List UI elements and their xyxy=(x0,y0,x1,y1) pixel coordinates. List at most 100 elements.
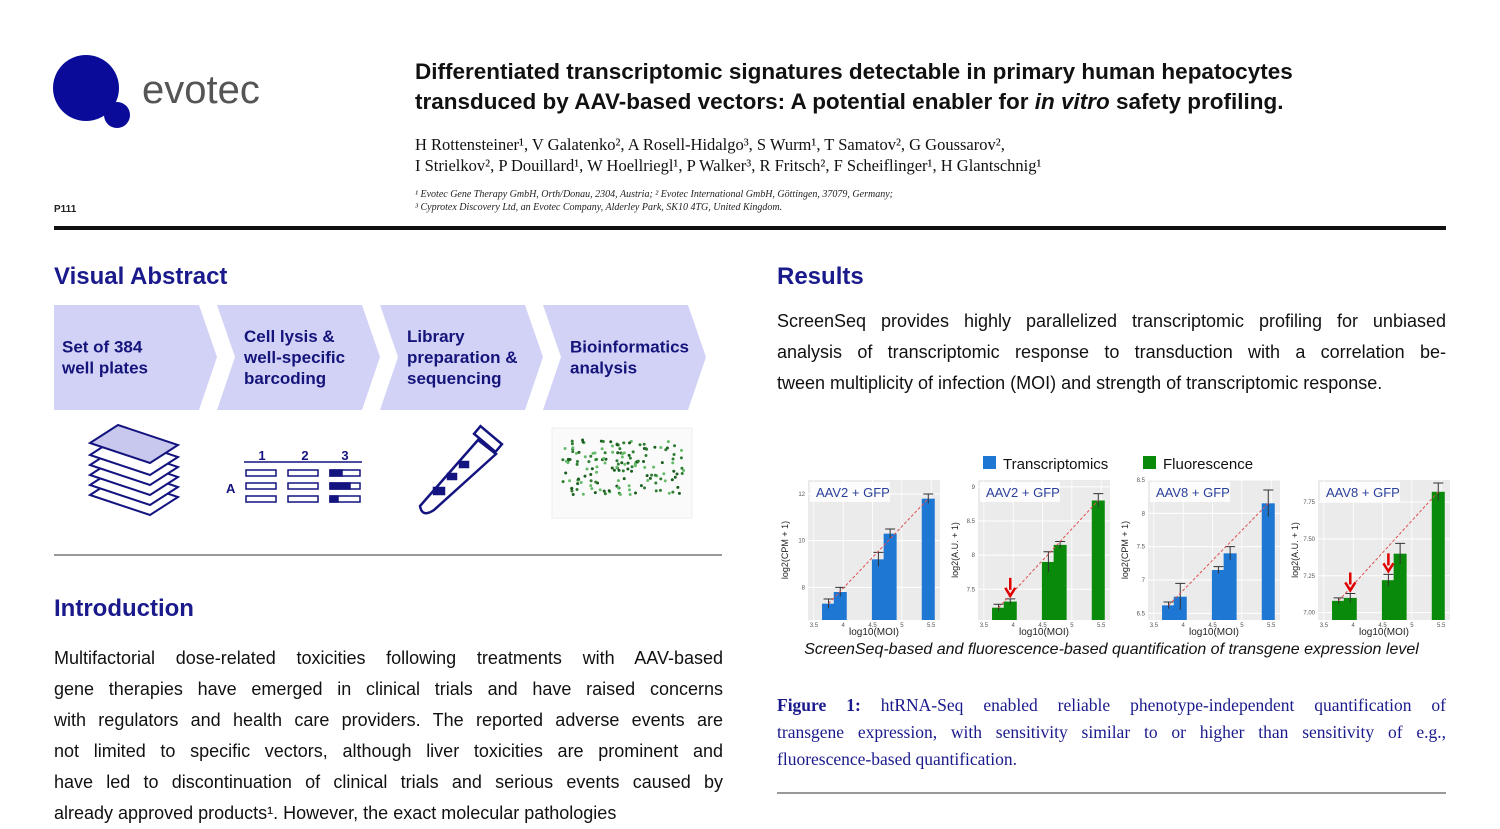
bar xyxy=(883,533,897,620)
thumbnail-dot xyxy=(639,484,643,488)
x-tick-label: 4.5 xyxy=(1038,623,1047,629)
figure-1: Transcriptomics Fluorescence 8 10 12 3.5 4 4.5 5… xyxy=(780,456,1450,638)
thumbnail-dot xyxy=(642,446,646,450)
thumbnail-dot xyxy=(676,485,680,489)
thumbnail-dot xyxy=(642,442,646,446)
step-label: sequencing xyxy=(407,369,501,388)
thumbnail-dot xyxy=(594,480,598,484)
thumbnail-dot xyxy=(645,447,649,451)
panel-label-bg xyxy=(1320,482,1400,502)
thumbnail-dot xyxy=(566,457,570,461)
barcode-label: 3 xyxy=(341,448,348,463)
thumbnail-dot xyxy=(642,460,646,464)
y-tick-label: 7.5 xyxy=(967,587,976,593)
thumbnail-dot xyxy=(581,438,585,442)
thumbnail-dot xyxy=(570,442,574,446)
x-tick-label: 4 xyxy=(1182,623,1186,629)
thumbnail-dot xyxy=(682,469,686,473)
bar xyxy=(1003,601,1017,620)
step-label: Bioinformatics xyxy=(570,338,689,357)
thumbnail-dot xyxy=(590,467,594,471)
trend-line xyxy=(998,500,1099,609)
figure-caption: ScreenSeq-based and fluorescence-based q… xyxy=(804,641,1419,658)
thumbnail-dot xyxy=(621,469,625,473)
poster: evotec P111 Set of 384 well plates Cell ly… xyxy=(53,55,1450,823)
thumbnail-dot xyxy=(616,462,620,466)
thumbnail-dot xyxy=(577,450,581,454)
highlight-arrow xyxy=(1344,572,1357,593)
x-tick-label: 5 xyxy=(1410,623,1414,629)
error-bar xyxy=(1043,551,1054,573)
error-bar xyxy=(923,493,934,504)
tube-icon xyxy=(418,424,504,515)
x-axis-label: log10(MOI) xyxy=(849,627,899,638)
thumbnail-dot xyxy=(563,446,567,450)
title-line: transduced by AAV-based vectors: A poten… xyxy=(415,87,1293,117)
bar xyxy=(1162,605,1176,620)
process-step xyxy=(54,305,217,410)
results-text: ScreenSeq provides highly parallelized t… xyxy=(777,306,1446,399)
y-tick-label: 7.00 xyxy=(1303,611,1315,617)
step-label: Cell lysis & xyxy=(244,327,335,346)
text-line: fluorescence-based quantification. xyxy=(777,746,1446,773)
thumbnail-dot xyxy=(652,465,656,469)
thumbnail-dot xyxy=(589,484,593,488)
thumbnail-dot xyxy=(653,445,657,449)
logo-circle xyxy=(53,55,119,121)
text-line: already approved products¹. However, the… xyxy=(54,803,617,823)
thumbnail-dot xyxy=(570,439,574,443)
thumbnail-dot xyxy=(653,473,657,477)
thumbnail-dot xyxy=(658,488,662,492)
x-axis-label: log10(MOI) xyxy=(1359,627,1409,638)
legend-swatch xyxy=(983,456,996,469)
trend-line xyxy=(1168,502,1269,606)
y-tick-label: 9 xyxy=(972,485,976,491)
header-rule xyxy=(54,226,1446,230)
thumbnail-dot xyxy=(626,467,630,471)
error-bar xyxy=(993,603,1004,612)
x-tick-label: 4.5 xyxy=(1208,623,1217,629)
x-tick-label: 5 xyxy=(900,623,904,629)
thumbnail-dot xyxy=(620,455,624,459)
x-axis-label: log10(MOI) xyxy=(1189,627,1239,638)
text-line: with regulators and health care provider… xyxy=(54,710,723,730)
thumbnail-dot xyxy=(603,451,607,455)
error-bar xyxy=(1163,601,1174,609)
error-bar xyxy=(1333,597,1344,604)
y-tick-label: 8 xyxy=(802,585,806,591)
error-bar xyxy=(873,551,884,567)
thumbnail-dot xyxy=(589,479,593,483)
x-tick-label: 3.5 xyxy=(1150,623,1159,629)
thumbnail-dot xyxy=(561,480,565,484)
thumbnail-dot xyxy=(622,441,626,445)
thumbnail-dot xyxy=(636,459,640,463)
thumbnail-dot xyxy=(575,462,579,466)
process-step xyxy=(380,305,543,410)
layout-graphics: evotec P111 Set of 384 well plates Cell ly… xyxy=(53,55,1450,794)
text-line: transgene expression, with sensitivity s… xyxy=(777,719,1446,746)
text-line: have led to discontinuation of clinical … xyxy=(54,772,723,792)
step-label: well-specific xyxy=(243,348,345,367)
author-line: I Strielkov², P Douillard¹, W Hoellriegl… xyxy=(415,156,1042,175)
thumbnail-dot xyxy=(570,489,574,493)
thumbnail-dot xyxy=(616,479,620,483)
error-bar xyxy=(1433,482,1444,501)
thumbnail-dot xyxy=(659,477,663,481)
thumbnail-dot xyxy=(679,456,683,460)
thumbnail-dot xyxy=(587,460,591,464)
barcode-icon xyxy=(244,461,362,503)
thumbnail-dot xyxy=(628,441,632,445)
section-heading: Results xyxy=(777,263,864,290)
x-tick-label: 3.5 xyxy=(980,623,989,629)
title-part: in vitro xyxy=(1034,89,1110,114)
error-bar xyxy=(885,528,896,539)
thumbnail-dot xyxy=(598,488,602,492)
thumbnail-dot xyxy=(593,491,597,495)
error-bar xyxy=(1263,489,1274,517)
thumbnail-dot xyxy=(574,451,578,455)
y-axis-label: log2(CPM + 1) xyxy=(780,521,790,579)
thumbnail-dot xyxy=(617,468,621,472)
thumbnail-dot xyxy=(571,450,575,454)
y-tick-label: 8.5 xyxy=(967,519,976,525)
thumbnail-dot xyxy=(643,465,647,469)
